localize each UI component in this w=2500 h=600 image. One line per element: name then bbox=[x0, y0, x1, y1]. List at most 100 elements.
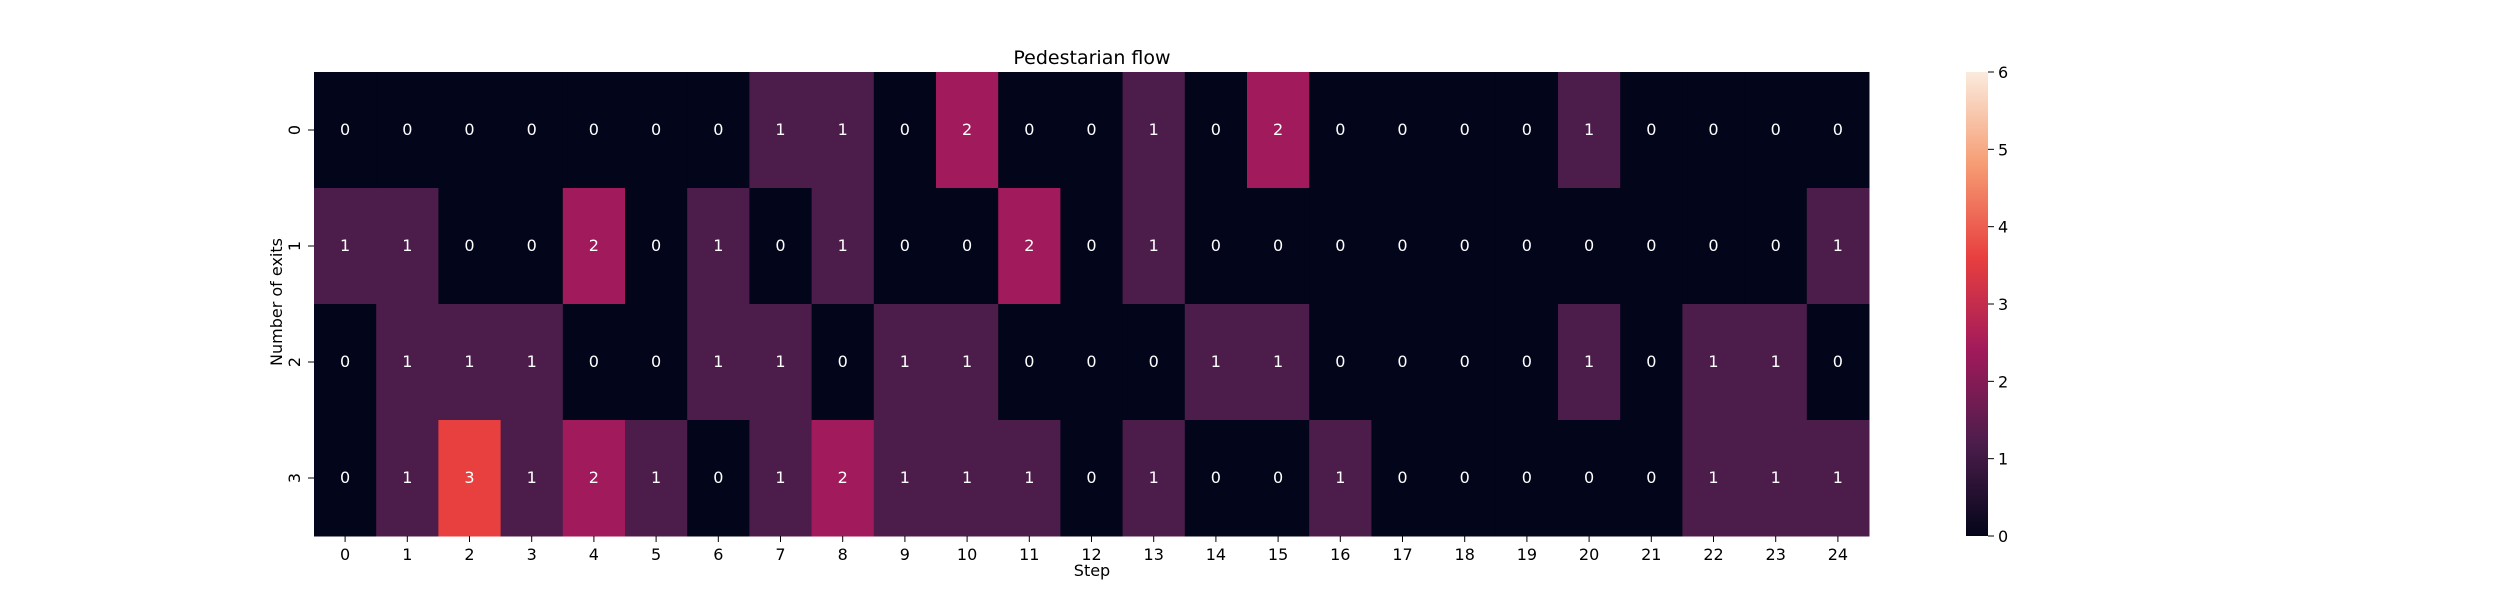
heatmap-cell bbox=[1620, 420, 1683, 537]
cell-value-label: 0 bbox=[527, 120, 537, 139]
heatmap-cell bbox=[998, 72, 1061, 189]
heatmap-cell bbox=[1806, 188, 1870, 305]
heatmap-cell bbox=[500, 420, 564, 537]
x-tick-label: 19 bbox=[1517, 545, 1537, 564]
cell-value-label: 1 bbox=[900, 352, 910, 371]
heatmap-cell bbox=[1309, 420, 1372, 537]
heatmap-cell bbox=[811, 304, 875, 421]
cell-value-label: 1 bbox=[838, 120, 848, 139]
cell-value-label: 0 bbox=[1086, 120, 1096, 139]
cell-value-label: 2 bbox=[1273, 120, 1283, 139]
heatmap-cell bbox=[562, 188, 626, 305]
heatmap-cell bbox=[1309, 72, 1372, 189]
cell-value-label: 1 bbox=[1708, 468, 1718, 487]
x-tick-label: 14 bbox=[1206, 545, 1226, 564]
cell-value-label: 0 bbox=[713, 120, 723, 139]
heatmap-cell bbox=[1247, 420, 1310, 537]
heatmap-cell bbox=[1558, 188, 1621, 305]
cell-value-label: 1 bbox=[1833, 468, 1843, 487]
colorbar-tick-label: 3 bbox=[1998, 295, 2008, 314]
cell-value-label: 0 bbox=[1086, 236, 1096, 255]
heatmap-cell bbox=[998, 188, 1061, 305]
x-tick-label: 21 bbox=[1641, 545, 1661, 564]
heatmap-cell bbox=[1495, 188, 1559, 305]
cell-value-label: 0 bbox=[1397, 352, 1407, 371]
heatmap-cell bbox=[749, 72, 813, 189]
cell-value-label: 0 bbox=[1211, 468, 1221, 487]
heatmap-cell bbox=[1682, 72, 1746, 189]
cell-value-label: 0 bbox=[1273, 468, 1283, 487]
x-tick-label: 8 bbox=[838, 545, 848, 564]
heatmap-cell bbox=[500, 304, 564, 421]
heatmap-cell bbox=[500, 72, 564, 189]
colorbar-tick-label: 4 bbox=[1998, 218, 2008, 237]
heatmap-cell bbox=[1060, 72, 1124, 189]
heatmap-cell bbox=[1184, 420, 1248, 537]
x-tick-label: 11 bbox=[1019, 545, 1039, 564]
heatmap-cell bbox=[1247, 304, 1310, 421]
x-tick-label: 0 bbox=[340, 545, 350, 564]
heatmap-cell bbox=[1309, 304, 1372, 421]
cell-value-label: 0 bbox=[1335, 120, 1345, 139]
x-tick-label: 6 bbox=[713, 545, 723, 564]
heatmap-cell bbox=[1806, 72, 1870, 189]
heatmap-cell bbox=[1184, 188, 1248, 305]
colorbar-tick-label: 2 bbox=[1998, 372, 2008, 391]
heatmap-cell bbox=[687, 72, 750, 189]
heatmap-cell bbox=[873, 72, 937, 189]
heatmap-cell bbox=[376, 188, 439, 305]
cell-value-label: 0 bbox=[1211, 120, 1221, 139]
heatmap-cell bbox=[1433, 304, 1497, 421]
cell-value-label: 1 bbox=[1024, 468, 1034, 487]
x-tick-label: 3 bbox=[527, 545, 537, 564]
cell-value-label: 1 bbox=[402, 352, 412, 371]
heatmap-cell bbox=[1682, 188, 1746, 305]
cell-value-label: 0 bbox=[1024, 352, 1034, 371]
heatmap-cell bbox=[625, 72, 688, 189]
heatmap-cell bbox=[314, 304, 377, 421]
heatmap-cell bbox=[1371, 72, 1435, 189]
heatmap-cell bbox=[1806, 420, 1870, 537]
x-tick-label: 23 bbox=[1766, 545, 1786, 564]
heatmap-cell-labels: 0 0 0 0 0 0 0 1 1 0 2 0 0 1 0 2 0 0 0 0 1 0 0 0 0 1 1 0 0 2 0 1 0 1 0 0 2 0 1 0… bbox=[340, 120, 1843, 487]
cell-value-label: 0 bbox=[1708, 236, 1718, 255]
cell-value-label: 1 bbox=[1771, 468, 1781, 487]
heatmap-cell bbox=[1060, 304, 1124, 421]
heatmap-cell bbox=[1371, 304, 1435, 421]
cell-value-label: 0 bbox=[1211, 236, 1221, 255]
cell-value-label: 0 bbox=[1522, 120, 1532, 139]
heatmap-cell bbox=[438, 188, 502, 305]
cell-value-label: 0 bbox=[1335, 352, 1345, 371]
heatmap-cell bbox=[1433, 420, 1497, 537]
cell-value-label: 1 bbox=[713, 352, 723, 371]
cell-value-label: 0 bbox=[589, 120, 599, 139]
cell-value-label: 0 bbox=[713, 468, 723, 487]
cell-value-label: 1 bbox=[651, 468, 661, 487]
cell-value-label: 1 bbox=[1273, 352, 1283, 371]
cell-value-label: 0 bbox=[340, 468, 350, 487]
cell-value-label: 1 bbox=[1149, 120, 1159, 139]
cell-value-label: 0 bbox=[1584, 468, 1594, 487]
cell-value-label: 0 bbox=[1833, 120, 1843, 139]
cell-value-label: 1 bbox=[1584, 120, 1594, 139]
heatmap-cell bbox=[998, 420, 1061, 537]
cell-value-label: 0 bbox=[651, 120, 661, 139]
heatmap-cell bbox=[687, 188, 750, 305]
heatmap-cell bbox=[625, 420, 688, 537]
cell-value-label: 2 bbox=[838, 468, 848, 487]
cell-value-label: 1 bbox=[838, 236, 848, 255]
heatmap-cell bbox=[1247, 72, 1310, 189]
heatmap-cell bbox=[376, 72, 439, 189]
x-tick-label: 15 bbox=[1268, 545, 1288, 564]
heatmap-cell bbox=[687, 420, 750, 537]
cell-value-label: 2 bbox=[962, 120, 972, 139]
heatmap-cell bbox=[562, 304, 626, 421]
cell-value-label: 0 bbox=[1771, 120, 1781, 139]
cell-value-label: 2 bbox=[1024, 236, 1034, 255]
x-tick-label: 22 bbox=[1703, 545, 1723, 564]
cell-value-label: 1 bbox=[1771, 352, 1781, 371]
cell-value-label: 0 bbox=[1522, 236, 1532, 255]
heatmap-cell bbox=[438, 72, 502, 189]
heatmap-cell bbox=[1309, 188, 1372, 305]
heatmap-cell bbox=[1682, 420, 1746, 537]
